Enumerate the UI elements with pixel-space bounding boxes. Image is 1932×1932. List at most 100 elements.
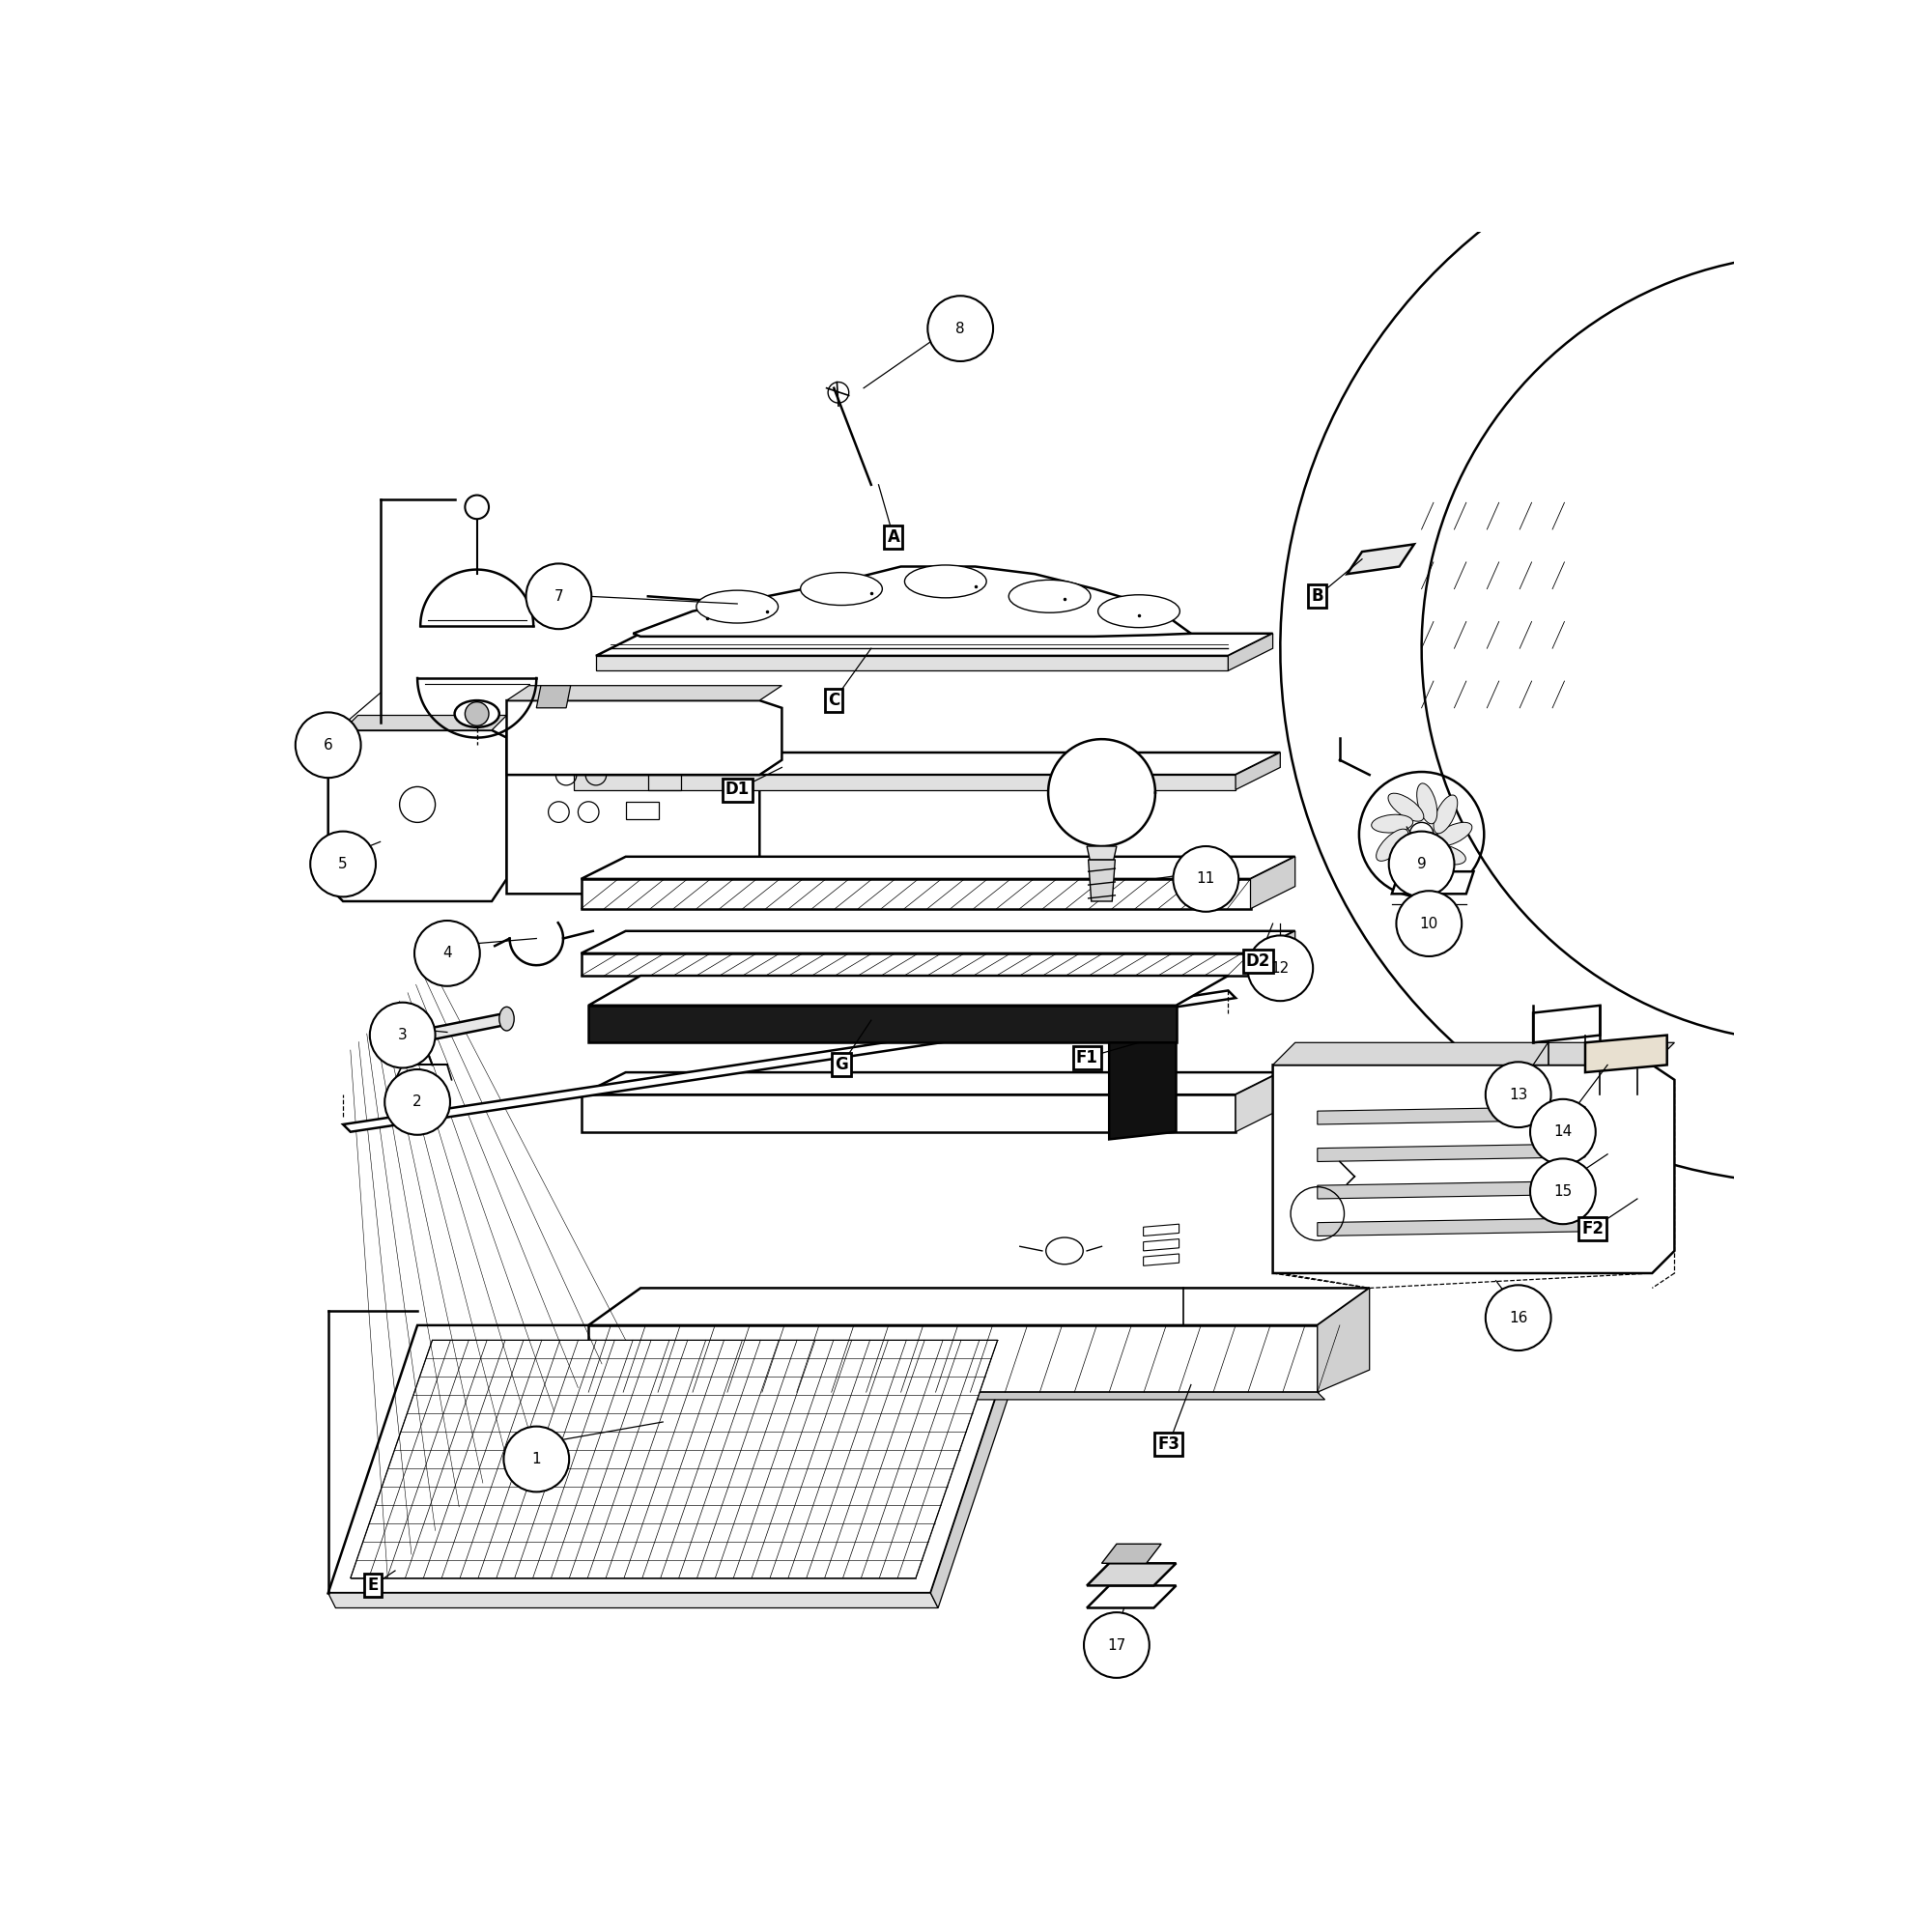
Polygon shape: [582, 856, 1294, 879]
Circle shape: [415, 922, 479, 985]
Polygon shape: [1236, 1072, 1281, 1132]
Text: B: B: [1312, 587, 1323, 605]
Text: D1: D1: [724, 781, 750, 798]
Circle shape: [1486, 1063, 1551, 1128]
Text: 3: 3: [398, 1028, 408, 1043]
Text: 2: 2: [413, 1095, 421, 1109]
Polygon shape: [396, 1012, 506, 1047]
Circle shape: [1248, 935, 1314, 1001]
Ellipse shape: [904, 564, 987, 597]
Ellipse shape: [1397, 840, 1414, 883]
Text: 12: 12: [1271, 960, 1289, 976]
Polygon shape: [589, 1325, 1318, 1393]
Polygon shape: [1250, 931, 1294, 976]
Polygon shape: [1088, 860, 1115, 902]
Ellipse shape: [1434, 794, 1457, 833]
Ellipse shape: [1372, 815, 1412, 833]
Polygon shape: [574, 752, 1281, 775]
Polygon shape: [1088, 1586, 1177, 1607]
Polygon shape: [1144, 1225, 1179, 1236]
Text: A: A: [887, 527, 900, 545]
Polygon shape: [1250, 856, 1294, 908]
Circle shape: [384, 1070, 450, 1134]
Text: F2: F2: [1582, 1219, 1604, 1236]
Text: E: E: [367, 1577, 379, 1594]
Circle shape: [1173, 846, 1238, 912]
Text: 9: 9: [1416, 858, 1426, 871]
Polygon shape: [558, 701, 603, 730]
Polygon shape: [626, 701, 670, 730]
Polygon shape: [582, 1072, 1281, 1095]
Circle shape: [927, 296, 993, 361]
Text: 10: 10: [1420, 916, 1437, 931]
Polygon shape: [1584, 1036, 1667, 1072]
Polygon shape: [1318, 1180, 1584, 1198]
Ellipse shape: [1387, 794, 1424, 821]
Polygon shape: [574, 775, 1236, 790]
Circle shape: [296, 713, 361, 779]
Polygon shape: [595, 655, 1229, 670]
Polygon shape: [1391, 871, 1474, 895]
Polygon shape: [1318, 1289, 1370, 1393]
Text: F3: F3: [1157, 1435, 1180, 1453]
Polygon shape: [1273, 1043, 1675, 1065]
Text: 1: 1: [531, 1453, 541, 1466]
Ellipse shape: [1434, 823, 1472, 846]
Polygon shape: [1109, 1043, 1177, 1140]
Text: 17: 17: [1107, 1638, 1126, 1652]
Text: 16: 16: [1509, 1310, 1528, 1325]
Circle shape: [1530, 1099, 1596, 1165]
Polygon shape: [589, 1005, 1177, 1043]
Text: 13: 13: [1509, 1088, 1528, 1101]
Polygon shape: [1144, 1238, 1179, 1250]
Circle shape: [466, 495, 489, 520]
Polygon shape: [344, 991, 1236, 1132]
Polygon shape: [1318, 1107, 1584, 1124]
Polygon shape: [1318, 1219, 1584, 1236]
Polygon shape: [328, 730, 506, 900]
Text: F1: F1: [1076, 1049, 1097, 1066]
Polygon shape: [931, 1325, 1028, 1607]
Circle shape: [1486, 1285, 1551, 1350]
Ellipse shape: [1426, 844, 1466, 866]
Ellipse shape: [454, 701, 498, 726]
Polygon shape: [582, 1095, 1236, 1132]
Polygon shape: [1281, 122, 1781, 1182]
Polygon shape: [1534, 1005, 1600, 1043]
Ellipse shape: [696, 591, 779, 624]
Ellipse shape: [1416, 782, 1437, 823]
Circle shape: [311, 831, 375, 896]
Text: 7: 7: [554, 589, 564, 603]
Circle shape: [504, 1426, 570, 1492]
Polygon shape: [506, 701, 782, 775]
Polygon shape: [328, 1594, 939, 1607]
Polygon shape: [506, 715, 759, 730]
Ellipse shape: [1412, 848, 1441, 883]
Circle shape: [369, 1003, 435, 1068]
Polygon shape: [1101, 1544, 1161, 1563]
Circle shape: [1410, 823, 1434, 846]
Text: G: G: [835, 1057, 848, 1074]
Text: 4: 4: [442, 947, 452, 960]
Text: C: C: [829, 692, 840, 709]
Polygon shape: [328, 1325, 1020, 1594]
Ellipse shape: [1376, 829, 1408, 862]
Polygon shape: [1088, 846, 1117, 860]
Polygon shape: [537, 686, 570, 707]
Text: 11: 11: [1196, 871, 1215, 887]
Polygon shape: [595, 634, 1273, 655]
Polygon shape: [506, 686, 782, 701]
Polygon shape: [350, 1341, 997, 1578]
Polygon shape: [582, 879, 1250, 908]
Text: 15: 15: [1553, 1184, 1573, 1198]
Polygon shape: [1273, 1065, 1675, 1273]
Circle shape: [526, 564, 591, 630]
Polygon shape: [589, 976, 1229, 1005]
Polygon shape: [506, 730, 759, 895]
Circle shape: [383, 1028, 410, 1055]
Polygon shape: [1347, 545, 1414, 574]
Polygon shape: [1144, 1254, 1179, 1265]
Polygon shape: [1236, 752, 1281, 790]
Polygon shape: [589, 1393, 1325, 1399]
Polygon shape: [344, 715, 506, 730]
